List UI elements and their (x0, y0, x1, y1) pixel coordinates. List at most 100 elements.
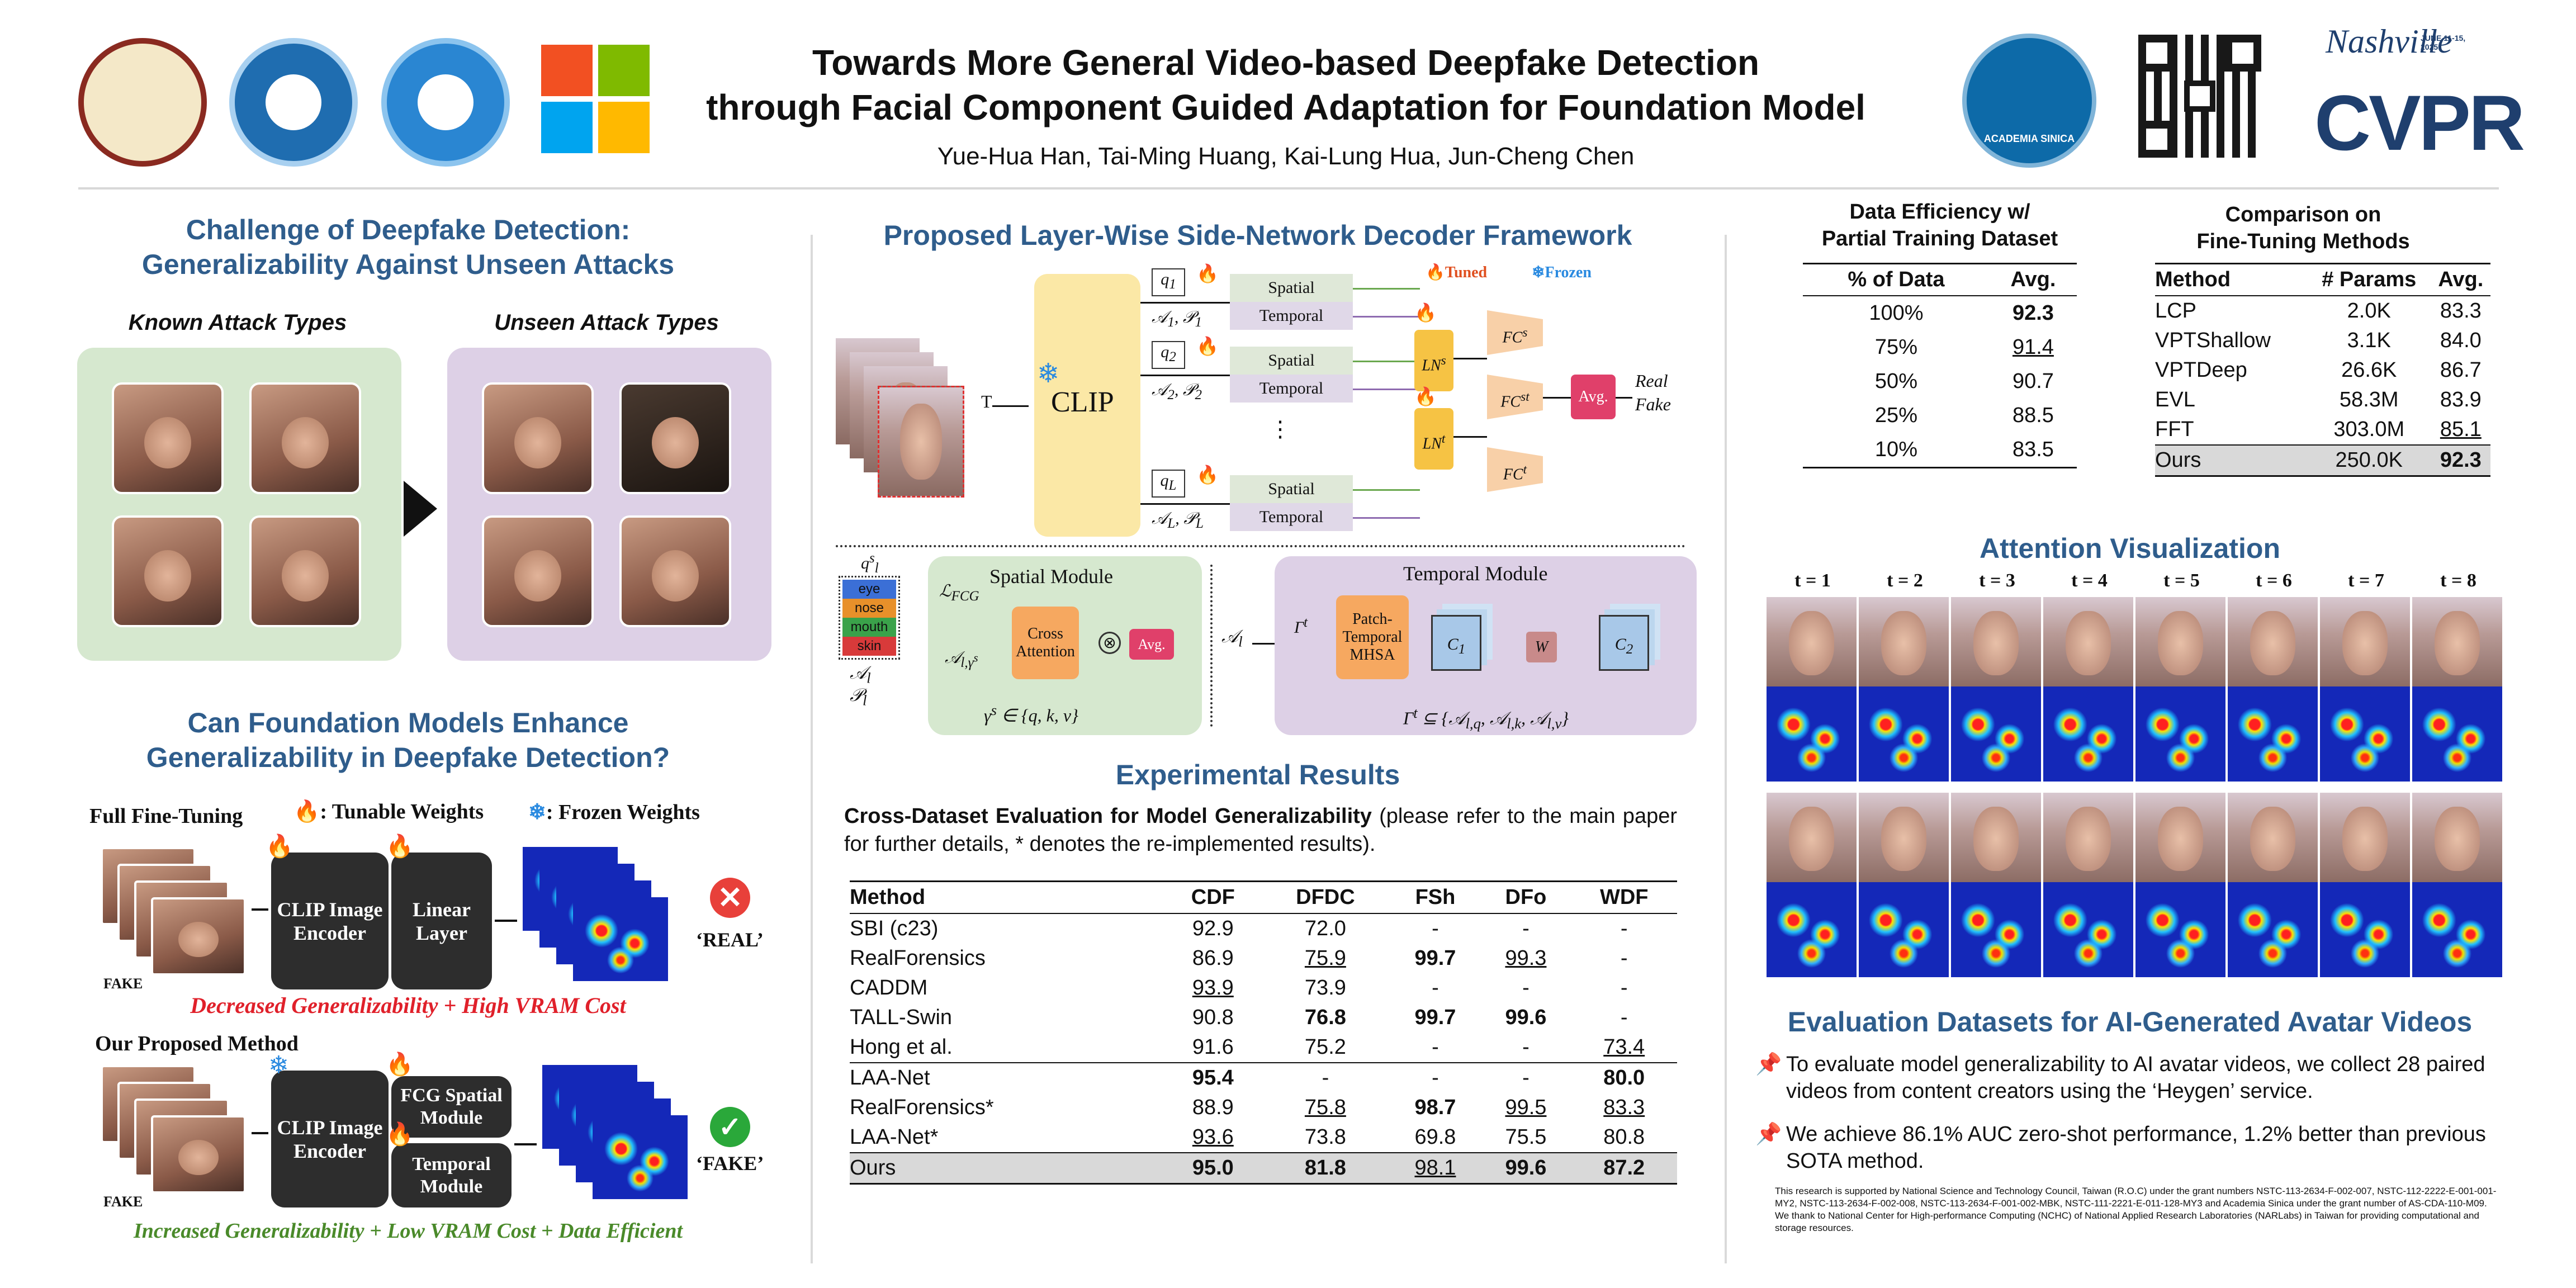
table-cell: - (1620, 976, 1628, 1000)
foundation-title: Can Foundation Models Enhance Generalizab… (146, 707, 670, 773)
poster-title: Towards More General Video-based Deepfak… (706, 42, 1865, 127)
table-cell: 75.5 (1505, 1125, 1547, 1149)
video-frame (2412, 597, 2502, 689)
table-row: VPTShallow 3.1K 84.0 (2155, 326, 2490, 356)
table-cell: LCP (2155, 299, 2196, 323)
snowflake-icon: ❄ (1037, 359, 1060, 389)
temporal-layer-1: Temporal (1230, 302, 1353, 330)
known-face-4 (249, 515, 361, 627)
unseen-label: Unseen Attack Types (494, 310, 719, 335)
table-cell: - (1620, 946, 1628, 970)
attention-heatmap (1859, 882, 1949, 977)
table-cell: 72.0 (1304, 917, 1346, 940)
attention-heatmap (2228, 882, 2318, 977)
cross-table-header: WDF (1599, 886, 1649, 909)
table-cell: RealForensics (850, 946, 986, 970)
table-cell: 99.7 (1414, 946, 1456, 970)
video-frame (2228, 597, 2318, 689)
fire-icon: 🔥 (1414, 386, 1437, 406)
tuned-legend: 🔥Tuned (1426, 264, 1488, 281)
clip-block (1034, 274, 1140, 537)
eff-table-header: % of Data (1848, 268, 1945, 291)
ft-table-header: Avg. (2438, 268, 2484, 291)
pin-icon: 📌 (1755, 1123, 1782, 1146)
ft-table-header: # Params (2322, 268, 2417, 291)
spatial-layer-1: Spatial (1230, 274, 1353, 302)
known-face-3 (112, 515, 224, 627)
known-face-2 (249, 382, 361, 494)
clip-encoder-block: CLIP Image Encoder (271, 853, 389, 989)
table-cell: 50% (1874, 370, 1917, 393)
ln-temporal-block: LNt (1414, 408, 1453, 470)
table-cell: 92.3 (2012, 301, 2054, 325)
table-cell: Ours (850, 1156, 896, 1180)
table-cell: 88.9 (1192, 1096, 1234, 1119)
snowflake-icon: ❄ (528, 801, 546, 824)
data-efficiency-table: % of Data Avg. 100% 92.3 75% 91.4 50% 90.7 25% 8… (1803, 263, 2077, 468)
table-cell: 86.7 (2440, 358, 2482, 382)
attention-heatmap (2412, 882, 2502, 977)
challenge-title: Challenge of Deepfake Detection: Generali… (141, 214, 675, 280)
table-cell: - (1322, 1066, 1329, 1090)
table-cell: 25% (1874, 404, 1917, 427)
ft-table-header: Method (2155, 268, 2231, 291)
table-row: RealForensics* 88.9 75.8 98.7 99.5 83.3 (850, 1093, 1677, 1123)
linear-layer-block: Linear Layer (391, 853, 492, 989)
institute-logo (381, 38, 510, 167)
table-cell: 10% (1874, 438, 1917, 461)
attention-heatmap (1951, 686, 2041, 782)
table-cell: EVL (2155, 388, 2195, 411)
unseen-panel (447, 348, 771, 661)
table-cell: - (1432, 1066, 1439, 1090)
table-cell: VPTDeep (2155, 358, 2247, 382)
table-cell: 83.3 (2440, 299, 2482, 323)
table-cell: 81.8 (1304, 1156, 1346, 1180)
table-cell: - (1432, 1035, 1439, 1059)
table-cell: 73.9 (1304, 976, 1346, 1000)
fire-icon: 🔥 (1196, 263, 1219, 283)
snowflake-icon: ❄ (268, 1052, 289, 1079)
table-row: VPTDeep 26.6K 86.7 (2155, 356, 2490, 385)
table-cell: 303.0M (2333, 418, 2405, 441)
table-cell: 2.0K (2347, 299, 2391, 323)
ln-spatial-block: LNs (1414, 330, 1453, 391)
academia-sinica-logo: ACADEMIA SINICA (1962, 34, 2096, 168)
fine-tuning-table: Method # Params Avg. LCP 2.0K 83.3 VPTShallow… (2155, 263, 2490, 477)
attention-heatmap (2228, 686, 2318, 782)
bullet-1: 📌 To evaluate model generalizability to … (1755, 1051, 2510, 1105)
table-cell: 99.6 (1505, 1006, 1547, 1029)
table-cell: 85.1 (2440, 418, 2482, 441)
temporal-layer-L: Temporal (1230, 503, 1353, 531)
fire-icon: 🔥 (1196, 336, 1219, 356)
table-row: Hong et al. 91.6 75.2 - - 73.4 (850, 1033, 1677, 1063)
table-cell: 93.6 (1192, 1125, 1234, 1149)
known-label: Known Attack Types (128, 310, 347, 335)
table-cell: 93.9 (1192, 976, 1234, 1000)
table-cell: 90.8 (1192, 1006, 1234, 1029)
table-cell: - (1522, 1066, 1530, 1090)
fake-input-label: FAKE (103, 1194, 143, 1210)
table-cell: TALL-Swin (850, 1006, 953, 1029)
video-frame (2043, 793, 2133, 885)
table-row: RealForensics 86.9 75.9 99.7 99.3 - (850, 944, 1677, 973)
column-divider-right (1725, 235, 1727, 1263)
temporal-module-block: Temporal Module (391, 1143, 512, 1208)
cvpr-logo: Nashville JUNE 11-15, 2025 CVPR (2314, 23, 2525, 167)
known-face-1 (112, 382, 224, 494)
time-label: t = 2 (1887, 570, 1923, 591)
spatial-avg-block: Avg. (1129, 629, 1174, 660)
tunable-legend: 🔥: Tunable Weights (293, 800, 484, 823)
fake-input-label: FAKE (103, 976, 143, 992)
temporal-module-label: Temporal Module (1403, 562, 1548, 585)
table-cell: 84.0 (2440, 329, 2482, 352)
decreased-note: Decreased Generalizability + High VRAM C… (190, 993, 626, 1018)
fake-output: ‘FAKE’ (696, 1152, 764, 1175)
table-cell: 3.1K (2347, 329, 2391, 352)
attention-heatmap (2320, 882, 2410, 977)
temporal-layer-2: Temporal (1230, 375, 1353, 402)
table-cell: 80.0 (1603, 1066, 1645, 1090)
time-label: t = 3 (1979, 570, 2015, 591)
attention-heatmap (2135, 882, 2225, 977)
table-cell: 83.3 (1603, 1096, 1645, 1119)
qr-code[interactable] (2138, 35, 2261, 158)
